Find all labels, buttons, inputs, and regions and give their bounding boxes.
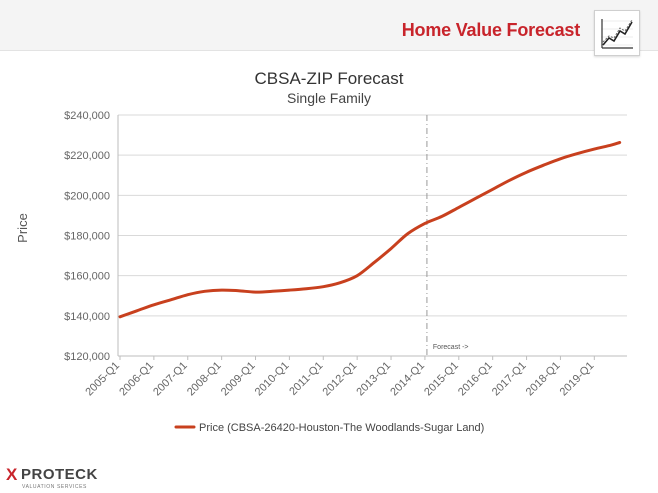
y-tick-label: $160,000: [64, 271, 110, 283]
logo-wordmark: PROTECK: [21, 466, 98, 483]
y-tick-label: $220,000: [64, 150, 110, 162]
x-tick-label: 2007-Q1: [151, 360, 190, 399]
company-logo: X PROTECK VALUATION SERVICES: [6, 463, 106, 491]
x-tick-label: 2018-Q1: [524, 360, 563, 399]
line-chart-icon: [594, 10, 640, 56]
x-tick-label: 2013-Q1: [354, 360, 393, 399]
x-tick-label: 2019-Q1: [558, 360, 597, 399]
x-tick-label: 2010-Q1: [253, 360, 292, 399]
y-tick-label: $200,000: [64, 190, 110, 202]
x-tick-label: 2005-Q1: [83, 360, 122, 399]
x-tick-label: 2008-Q1: [185, 360, 224, 399]
y-axis-label: Price: [15, 213, 30, 243]
x-tick-label: 2012-Q1: [321, 360, 360, 399]
legend-label: Price (CBSA-26420-Houston-The Woodlands-…: [199, 422, 484, 434]
y-tick-label: $120,000: [64, 351, 110, 363]
x-tick-label: 2017-Q1: [490, 360, 529, 399]
chart-title: CBSA-ZIP Forecast: [255, 69, 404, 88]
x-tick-label: 2006-Q1: [117, 360, 156, 399]
x-tick-label: 2009-Q1: [219, 360, 258, 399]
x-tick-label: 2014-Q1: [388, 360, 427, 399]
y-tick-label: $140,000: [64, 311, 110, 323]
y-tick-label: $180,000: [64, 231, 110, 243]
series-line: [118, 141, 622, 319]
x-tick-label: 2016-Q1: [456, 360, 495, 399]
chart-subtitle: Single Family: [287, 90, 371, 106]
logo-mark: X: [6, 465, 18, 484]
logo-subtitle: VALUATION SERVICES: [22, 484, 87, 490]
header-band: [0, 0, 658, 51]
forecast-label: Forecast ->: [433, 344, 469, 351]
page-title: Home Value Forecast: [401, 20, 580, 40]
x-tick-label: 2011-Q1: [287, 360, 325, 398]
y-tick-label: $240,000: [64, 110, 110, 122]
x-tick-label: 2015-Q1: [422, 360, 461, 399]
